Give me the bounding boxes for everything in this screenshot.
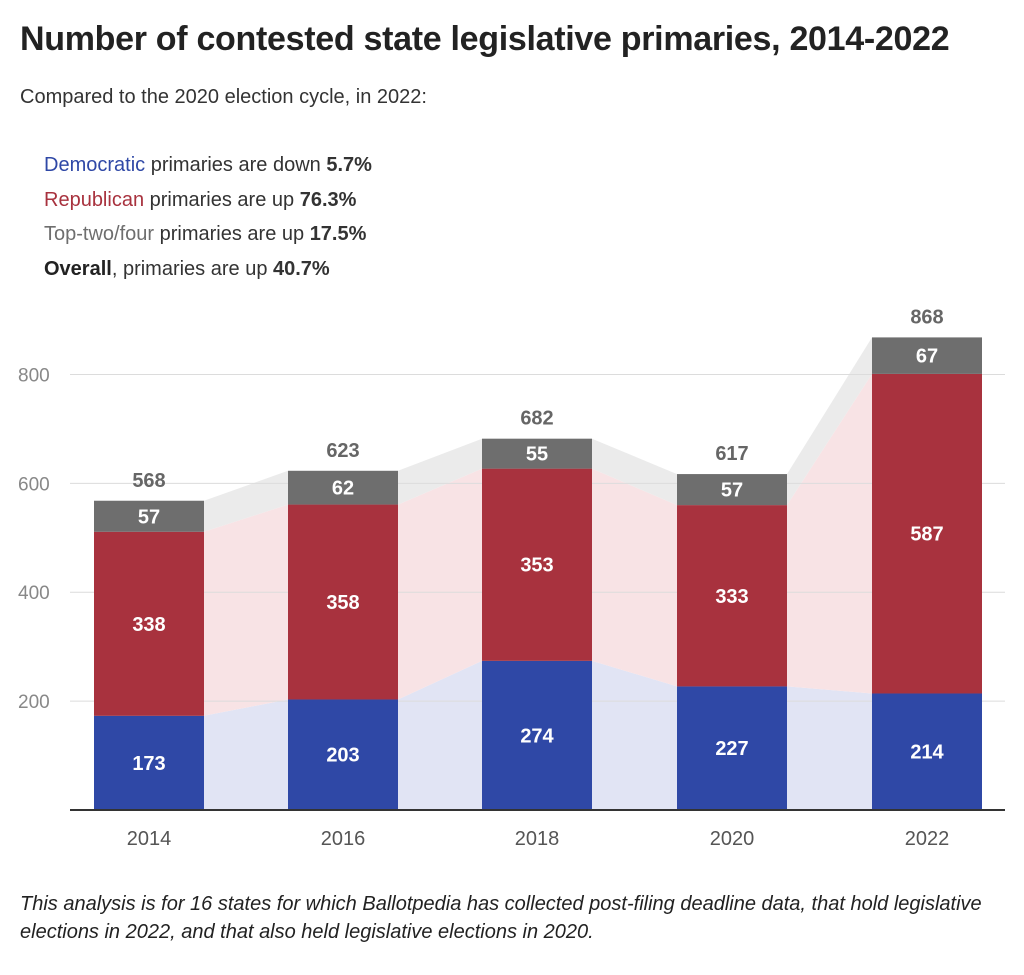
summary-row-democratic: Democratic primaries are down 5.7% [44, 148, 372, 183]
footnote: This analysis is for 16 states for which… [20, 893, 982, 943]
bar-top-two-four-2018 [482, 438, 592, 469]
label-republican-2022: 587 [910, 524, 943, 546]
page-title: Number of contested state legislative pr… [20, 20, 950, 58]
x-tick-2014: 2014 [127, 828, 172, 850]
summary-text-democratic: primaries are down [145, 154, 327, 176]
y-tick-400: 400 [18, 583, 50, 604]
stacked-bar-chart: 200 400 600 800 2014 2016 2018 2020 2022 173 338… [18, 306, 1005, 850]
bar-democratic-2020 [677, 686, 787, 810]
x-tick-2016: 2016 [321, 828, 366, 850]
y-tick-200: 200 [18, 692, 50, 713]
total-2016: 623 [326, 440, 359, 462]
bar-democratic-2022 [872, 693, 982, 810]
bar-republican-2022 [872, 373, 982, 694]
y-axis-ticks: 200 400 600 800 [18, 365, 50, 713]
summary-row-republican: Republican primaries are up 76.3% [44, 183, 372, 218]
summary-row-top-two: Top-two/four primaries are up 17.5% [44, 217, 372, 252]
bars [94, 337, 982, 810]
label-top-two-four-2014: 57 [138, 506, 160, 528]
total-2022: 868 [910, 306, 943, 328]
label-republican-2014: 338 [132, 614, 165, 636]
summary-text-republican: primaries are up [144, 188, 300, 211]
bar-democratic-2018 [482, 660, 592, 810]
bar-republican-2014 [94, 531, 204, 716]
bar-republican-2016 [288, 504, 398, 700]
bar-republican-2020 [677, 505, 787, 687]
label-democratic-2022: 214 [910, 742, 944, 764]
bar-democratic-2014 [94, 715, 204, 810]
summary-party-top-two: Top-two/four [44, 223, 155, 245]
total-2018: 682 [520, 408, 553, 430]
x-tick-2020: 2020 [710, 828, 755, 850]
summary-party-republican: Republican [44, 188, 145, 211]
summary-party-democratic: Democratic [44, 154, 146, 176]
bar-top-two-four-2022 [872, 337, 982, 374]
summary-value-overall: 40.7% [273, 257, 330, 280]
label-top-two-four-2016: 62 [332, 478, 354, 500]
summary-party-overall: Overall [44, 257, 112, 280]
total-2014: 568 [132, 470, 165, 492]
label-republican-2020: 333 [715, 586, 748, 608]
y-tick-600: 600 [18, 474, 50, 495]
summary-row-overall: Overall, primaries are up 40.7% [44, 252, 372, 287]
label-top-two-four-2022: 67 [916, 346, 938, 368]
x-tick-2018: 2018 [515, 828, 560, 850]
summary-value-top-two: 17.5% [309, 223, 367, 245]
label-democratic-2014: 173 [132, 753, 165, 775]
bar-democratic-2016 [288, 699, 398, 810]
segment-labels: 173 338 57 203 358 62 274 353 55 227 333 57 214 587 67 [132, 346, 944, 775]
summary-text-overall: , primaries are up [111, 257, 273, 280]
label-top-two-four-2018: 55 [526, 444, 548, 466]
label-republican-2018: 353 [520, 555, 553, 577]
total-labels: 568 623 682 617 868 [132, 306, 943, 491]
total-2020: 617 [715, 443, 748, 465]
summary-value-republican: 76.3% [299, 188, 357, 211]
label-top-two-four-2020: 57 [721, 480, 743, 502]
label-democratic-2020: 227 [715, 738, 748, 760]
label-democratic-2018: 274 [520, 725, 554, 747]
x-axis-ticks: 2014 2016 2018 2020 2022 [127, 828, 950, 850]
bar-top-two-four-2016 [288, 470, 398, 505]
bar-top-two-four-2020 [677, 474, 787, 506]
summary-list: Democratic primaries are down 5.7% Repub… [44, 148, 372, 286]
subtitle: Compared to the 2020 election cycle, in … [20, 86, 427, 108]
x-tick-2022: 2022 [905, 828, 950, 850]
label-democratic-2016: 203 [326, 745, 359, 767]
summary-value-democratic: 5.7% [326, 154, 372, 176]
label-republican-2016: 358 [326, 592, 359, 614]
summary-text-top-two: primaries are up [154, 223, 310, 245]
bar-republican-2018 [482, 468, 592, 661]
bar-top-two-four-2014 [94, 500, 204, 532]
y-tick-800: 800 [18, 365, 50, 386]
